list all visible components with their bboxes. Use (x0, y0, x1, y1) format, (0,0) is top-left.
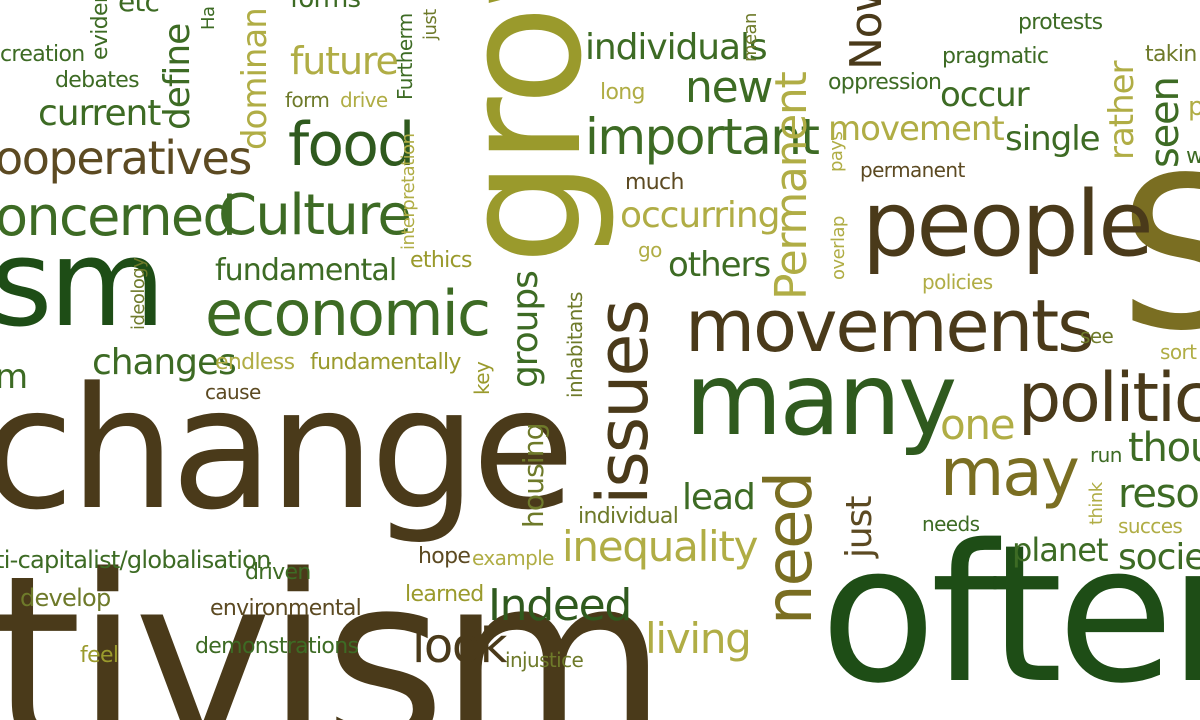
word-occur: occur (940, 75, 1030, 115)
word-movement: movement (828, 109, 1005, 149)
word-activism: tivism (0, 526, 668, 720)
word-people: people (862, 172, 1154, 277)
word-key: key (470, 361, 494, 395)
word-changes: changes (92, 342, 237, 383)
word-meaning: mean (740, 13, 761, 62)
word-run: run (1090, 443, 1122, 467)
word-ethics: ethics (410, 248, 472, 273)
word-fundamentally: fundamentally (310, 350, 461, 375)
word-issues: issues (582, 301, 664, 505)
word-indeed: Indeed (488, 580, 632, 631)
word-long: long (600, 80, 646, 105)
word-planet: planet (1012, 531, 1109, 569)
word-protests: protests (1018, 10, 1103, 35)
word-fundamental: fundamental (215, 253, 397, 288)
word-ha: Ha (198, 6, 219, 31)
word-individual: individual (578, 504, 679, 529)
word-anticapitalist: ti-capitalist/globalisation (0, 546, 271, 574)
word-look: look (412, 618, 508, 674)
word-example: example (472, 546, 554, 570)
word-new: new (685, 62, 773, 113)
word-inequality: inequality (562, 522, 758, 571)
word-one: one (940, 400, 1016, 449)
word-dominant: dominan (235, 8, 275, 150)
word-though: thoug (1128, 425, 1200, 471)
word-often: often (820, 504, 1200, 720)
word-individuals: individuals (585, 27, 768, 68)
word-need: need (753, 472, 827, 625)
word-hope: hope (418, 544, 471, 569)
word-p: p (1188, 92, 1200, 122)
word-injustice: injustice (505, 648, 584, 672)
word-think: think (1086, 482, 1107, 525)
word-creation: creation (0, 42, 85, 67)
word-economic: economic (205, 277, 491, 350)
word-may: may (940, 434, 1080, 511)
word-drive: drive (340, 88, 388, 112)
word-m: m (0, 357, 28, 397)
word-taking: takin (1145, 42, 1197, 67)
word-learned: learned (405, 582, 484, 607)
word-environmental: environmental (210, 596, 362, 621)
word-go: go (638, 238, 662, 262)
word-political: politica (1018, 359, 1200, 438)
word-cause: cause (205, 380, 261, 404)
word-food: food (288, 110, 415, 180)
word-movements: movements (685, 284, 1095, 368)
word-interpretation: interpretation (398, 133, 419, 250)
word-debates: debates (55, 68, 140, 93)
word-define: define (157, 23, 198, 130)
word-culture: Culture (218, 183, 412, 248)
word-single: single (1005, 119, 1101, 159)
word-policies: policies (922, 270, 993, 294)
word-just-mid: just (839, 496, 880, 558)
word-concerned: oncerned (0, 185, 237, 248)
word-society: societ (1118, 537, 1200, 578)
word-oppression: oppression (828, 70, 942, 95)
word-occurring: occurring (620, 195, 780, 236)
word-seen: seen (1142, 77, 1188, 168)
word-permanent-big: Permanent (766, 72, 817, 300)
word-important: important (585, 108, 820, 166)
word-driven: driven (245, 560, 311, 585)
word-overlap: overlap (828, 216, 849, 280)
word-resources: reso (1118, 471, 1200, 517)
word-others: others (668, 245, 771, 285)
word-lead: lead (682, 477, 756, 518)
word-needs: needs (922, 512, 980, 536)
word-etc: etc (118, 0, 160, 18)
word-sort: sort (1160, 340, 1197, 364)
word-s: S (1118, 132, 1200, 377)
word-form: form (285, 88, 330, 112)
word-successes: succes (1118, 514, 1183, 538)
word-see: see (1080, 324, 1114, 348)
word-living: living (645, 614, 752, 663)
word-w: w (1186, 144, 1200, 169)
word-rather: rather (1102, 61, 1142, 160)
word-housing: housing (517, 423, 550, 528)
word-endless: endless (215, 350, 295, 375)
word-evidence: evider (88, 0, 113, 60)
word-pragmatic: pragmatic (942, 44, 1049, 69)
word-many: many (685, 341, 957, 458)
word-much: much (625, 170, 684, 195)
word-groups: groups (505, 271, 546, 388)
word-furthermore: Furtherm (393, 13, 417, 100)
word-permanent-small: permanent (860, 158, 965, 182)
word-cooperatives: ooperatives (0, 131, 252, 185)
word-now: Now (841, 0, 892, 70)
word-future: future (290, 39, 399, 83)
word-just-top: just (420, 9, 441, 40)
word-change: change (0, 351, 575, 547)
word-develop: develop (20, 584, 111, 612)
word-forms: forms (290, 0, 361, 12)
word-ideology: ideology (128, 257, 149, 330)
word-demonstrations: demonstrations (195, 634, 359, 659)
word-grow: grow (426, 0, 618, 265)
word-feel: feel (80, 643, 119, 668)
word-sm: sm (0, 215, 166, 354)
word-current: current (38, 93, 161, 134)
